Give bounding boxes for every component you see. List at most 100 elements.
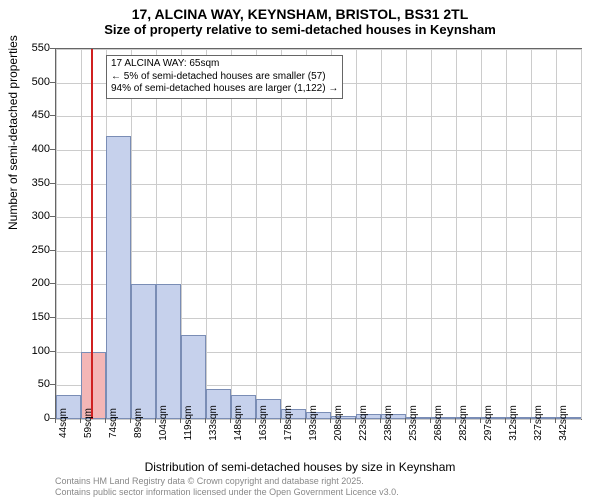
y-tick-label: 400 xyxy=(32,143,50,155)
x-tick-label: 223sqm xyxy=(358,405,369,441)
x-tick-label: 342sqm xyxy=(558,405,569,441)
grid-line-v xyxy=(531,49,532,419)
y-tick xyxy=(50,48,55,49)
x-tick-label: 59sqm xyxy=(83,408,94,438)
plot-area: 17 ALCINA WAY: 65sqm← 5% of semi-detache… xyxy=(55,48,582,420)
x-tick-label: 89sqm xyxy=(133,408,144,438)
y-tick-label: 50 xyxy=(38,378,50,390)
x-tick xyxy=(205,418,206,423)
y-tick xyxy=(50,149,55,150)
grid-line-v xyxy=(456,49,457,419)
x-tick-label: 327sqm xyxy=(533,405,544,441)
y-tick-label: 350 xyxy=(32,177,50,189)
y-tick xyxy=(50,283,55,284)
grid-line-v xyxy=(331,49,332,419)
annotation-box: 17 ALCINA WAY: 65sqm← 5% of semi-detache… xyxy=(106,55,343,99)
chart-container: 17, ALCINA WAY, KEYNSHAM, BRISTOL, BS31 … xyxy=(0,0,600,500)
x-tick-label: 253sqm xyxy=(408,405,419,441)
x-tick xyxy=(355,418,356,423)
x-tick-label: 208sqm xyxy=(333,405,344,441)
x-tick xyxy=(530,418,531,423)
x-axis-label: Distribution of semi-detached houses by … xyxy=(0,460,600,474)
grid-line-v xyxy=(406,49,407,419)
y-tick xyxy=(50,82,55,83)
grid-line-h xyxy=(56,49,581,50)
attribution: Contains HM Land Registry data © Crown c… xyxy=(55,476,399,498)
x-tick xyxy=(455,418,456,423)
y-tick xyxy=(50,317,55,318)
y-tick xyxy=(50,250,55,251)
y-tick xyxy=(50,183,55,184)
x-tick-label: 238sqm xyxy=(383,405,394,441)
x-tick xyxy=(330,418,331,423)
x-tick xyxy=(180,418,181,423)
y-tick-label: 300 xyxy=(32,210,50,222)
x-tick-label: 44sqm xyxy=(58,408,69,438)
x-tick xyxy=(505,418,506,423)
x-tick-label: 133sqm xyxy=(208,405,219,441)
y-tick xyxy=(50,115,55,116)
grid-line-v xyxy=(581,49,582,419)
x-tick xyxy=(105,418,106,423)
y-tick-label: 150 xyxy=(32,311,50,323)
y-tick-label: 200 xyxy=(32,277,50,289)
x-tick-label: 282sqm xyxy=(458,405,469,441)
x-tick-label: 178sqm xyxy=(283,405,294,441)
x-tick xyxy=(80,418,81,423)
grid-line-h xyxy=(56,217,581,218)
x-tick xyxy=(55,418,56,423)
grid-line-h xyxy=(56,150,581,151)
x-tick-label: 148sqm xyxy=(233,405,244,441)
x-tick xyxy=(480,418,481,423)
x-tick xyxy=(380,418,381,423)
x-tick xyxy=(305,418,306,423)
annotation-line: 94% of semi-detached houses are larger (… xyxy=(111,83,338,96)
y-tick-label: 550 xyxy=(32,42,50,54)
y-tick-label: 450 xyxy=(32,109,50,121)
grid-line-h xyxy=(56,116,581,117)
attribution-line-2: Contains public sector information licen… xyxy=(55,487,399,498)
grid-line-v xyxy=(356,49,357,419)
grid-line-h xyxy=(56,251,581,252)
histogram-bar xyxy=(156,284,181,419)
x-tick-label: 119sqm xyxy=(183,406,194,441)
y-tick-label: 100 xyxy=(32,345,50,357)
grid-line-v xyxy=(206,49,207,419)
grid-line-v xyxy=(431,49,432,419)
grid-line-h xyxy=(56,184,581,185)
x-tick xyxy=(280,418,281,423)
x-tick-label: 312sqm xyxy=(508,405,519,441)
x-tick-label: 163sqm xyxy=(258,405,269,441)
grid-line-v xyxy=(381,49,382,419)
chart-title: 17, ALCINA WAY, KEYNSHAM, BRISTOL, BS31 … xyxy=(0,0,600,22)
grid-line-v xyxy=(256,49,257,419)
y-tick-label: 500 xyxy=(32,76,50,88)
x-tick xyxy=(255,418,256,423)
property-marker xyxy=(91,49,93,419)
x-tick xyxy=(230,418,231,423)
y-axis-label: Number of semi-detached properties xyxy=(6,35,20,230)
grid-line-v xyxy=(556,49,557,419)
histogram-bar xyxy=(106,136,131,419)
x-tick xyxy=(130,418,131,423)
grid-line-v xyxy=(281,49,282,419)
y-tick xyxy=(50,384,55,385)
attribution-line-1: Contains HM Land Registry data © Crown c… xyxy=(55,476,399,487)
grid-line-v xyxy=(306,49,307,419)
x-tick-label: 297sqm xyxy=(483,405,494,441)
annotation-line: ← 5% of semi-detached houses are smaller… xyxy=(111,71,338,84)
grid-line-v xyxy=(56,49,57,419)
y-tick xyxy=(50,216,55,217)
grid-line-v xyxy=(506,49,507,419)
grid-line-v xyxy=(231,49,232,419)
grid-line-v xyxy=(481,49,482,419)
annotation-line: 17 ALCINA WAY: 65sqm xyxy=(111,58,338,71)
x-tick xyxy=(155,418,156,423)
x-tick xyxy=(405,418,406,423)
x-tick xyxy=(555,418,556,423)
x-tick-label: 104sqm xyxy=(158,405,169,441)
x-tick xyxy=(430,418,431,423)
x-tick-label: 193sqm xyxy=(308,405,319,441)
histogram-bar xyxy=(131,284,156,419)
y-tick-label: 250 xyxy=(32,244,50,256)
